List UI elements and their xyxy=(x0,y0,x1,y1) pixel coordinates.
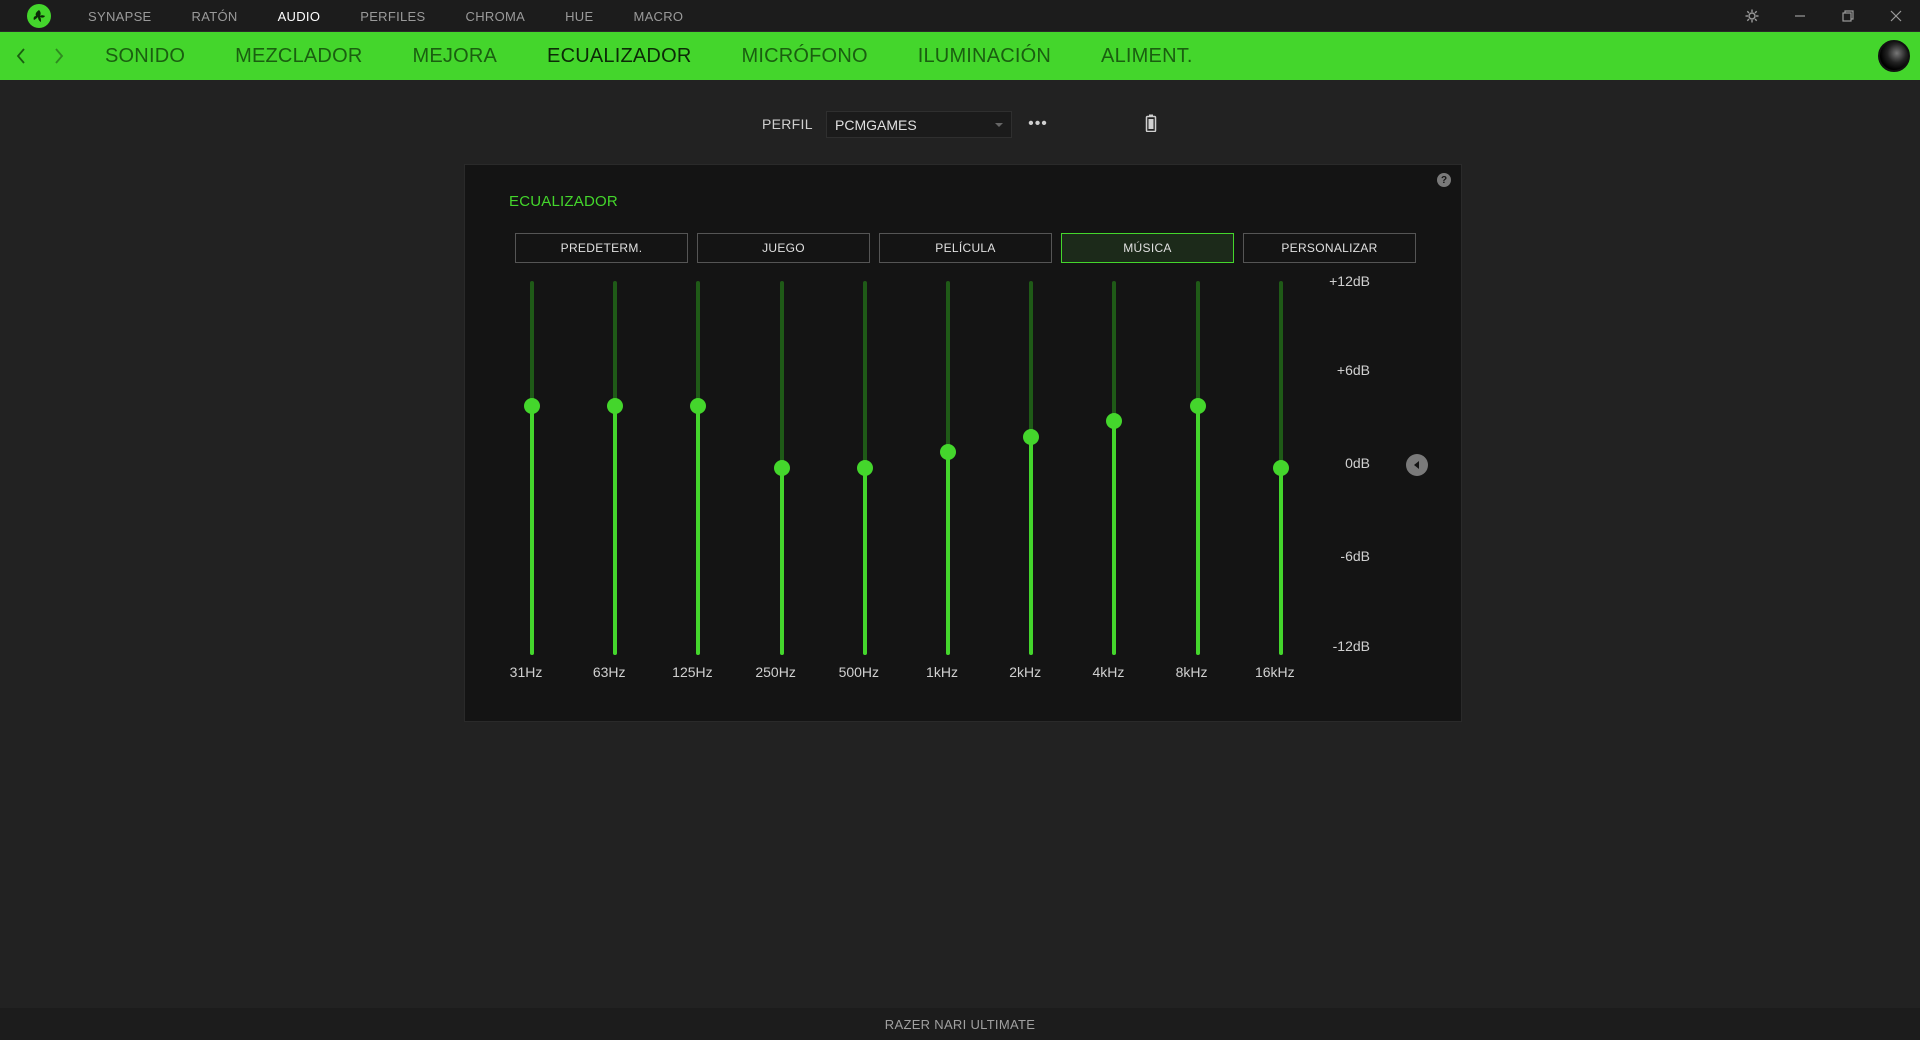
eq-frequency-label: 250Hz xyxy=(755,664,796,680)
db-scale-label: +6dB xyxy=(1336,362,1370,378)
forward-arrow-icon[interactable] xyxy=(47,44,71,68)
close-icon[interactable] xyxy=(1872,0,1920,32)
device-name: RAZER NARI ULTIMATE xyxy=(884,1016,1036,1032)
profile-label: PERFIL xyxy=(762,116,813,132)
eq-slider-thumb[interactable] xyxy=(1106,413,1123,430)
equalizer-panel: ECUALIZADOR ? PREDETERM. JUEGO PELÍCULA MÚS… xyxy=(464,164,1462,722)
device-footer: RAZER NARI ULTIMATE xyxy=(0,1008,1920,1040)
eq-slider-fill xyxy=(862,468,867,655)
help-icon[interactable]: ? xyxy=(1437,173,1451,187)
tab-aliment-[interactable]: ALIMENT. xyxy=(1101,44,1193,67)
eq-slider-thumb[interactable] xyxy=(773,460,790,476)
db-scale-label: -12dB xyxy=(1332,638,1370,654)
reset-to-zero-button[interactable] xyxy=(1406,454,1428,476)
back-arrow-icon[interactable] xyxy=(9,44,33,68)
top-nav-item-audio[interactable]: AUDIO xyxy=(277,8,321,24)
tab-mejora[interactable]: MEJORA xyxy=(412,44,498,67)
eq-slider-fill xyxy=(1195,405,1200,655)
battery-icon xyxy=(1145,114,1157,133)
eq-frequency-label: 2kHz xyxy=(1009,664,1042,680)
eq-frequency-label: 4kHz xyxy=(1092,664,1125,680)
title-bar: SYNAPSE RATÓN AUDIO PERFILES CHROMA HUE MACRO xyxy=(0,0,1920,32)
equalizer-title: ECUALIZADOR xyxy=(509,193,618,210)
tab-mezclador[interactable]: MEZCLADOR xyxy=(235,44,363,67)
eq-slider-fill xyxy=(1029,436,1034,655)
tab-sonido[interactable]: SONIDO xyxy=(105,44,186,67)
top-nav-item-rat-n[interactable]: RATÓN xyxy=(191,8,238,24)
eq-slider-thumb[interactable] xyxy=(940,444,956,461)
preset-button-2[interactable]: JUEGO xyxy=(697,233,870,263)
chevron-down-icon xyxy=(995,123,1003,127)
settings-gear-icon[interactable] xyxy=(1728,0,1776,32)
tab-micr-fono[interactable]: MICRÓFONO xyxy=(741,44,868,67)
eq-frequency-label: 63Hz xyxy=(592,664,626,680)
top-nav-item-macro[interactable]: MACRO xyxy=(633,8,684,24)
eq-slider-thumb[interactable] xyxy=(1272,460,1289,476)
preset-buttons: PREDETERM. JUEGO PELÍCULA MÚSICA PERSONALIZA… xyxy=(515,233,1425,263)
eq-slider-fill xyxy=(1278,468,1283,655)
eq-slider-thumb[interactable] xyxy=(690,397,707,414)
db-scale-label: -6dB xyxy=(1340,548,1370,564)
window-controls xyxy=(1728,0,1920,32)
eq-frequency-label: 125Hz xyxy=(672,664,713,680)
eq-slider-fill xyxy=(946,452,950,655)
eq-slider-thumb[interactable] xyxy=(1023,428,1040,445)
eq-slider-thumb[interactable] xyxy=(856,460,873,476)
sub-nav: SONIDO MEZCLADOR MEJORA ECUALIZADOR MICRÓFON… xyxy=(105,32,1243,80)
eq-frequency-label: 500Hz xyxy=(838,664,880,680)
db-scale-label: +12dB xyxy=(1329,273,1370,289)
tab-ecualizador[interactable]: ECUALIZADOR xyxy=(547,44,692,67)
avatar[interactable] xyxy=(1878,40,1910,72)
db-scale-label: 0dB xyxy=(1345,455,1370,471)
top-nav-item-hue[interactable]: HUE xyxy=(565,8,594,24)
eq-frequency-label: 8kHz xyxy=(1175,664,1208,680)
top-nav-item-perfiles[interactable]: PERFILES xyxy=(360,8,426,24)
profile-dropdown[interactable]: PCMGAMES xyxy=(826,111,1012,138)
top-nav-item-synapse[interactable]: SYNAPSE xyxy=(88,8,152,24)
tab-iluminaci-n[interactable]: ILUMINACIÓN xyxy=(917,44,1052,67)
eq-slider-fill xyxy=(1112,421,1117,655)
eq-frequency-label: 1kHz xyxy=(926,664,958,680)
eq-frequency-label: 31Hz xyxy=(509,664,543,680)
more-options-button[interactable]: ••• xyxy=(1028,115,1048,132)
eq-slider-thumb[interactable] xyxy=(1189,397,1206,414)
profile-dropdown-value: PCMGAMES xyxy=(835,116,917,133)
eq-slider-fill xyxy=(779,468,784,655)
eq-slider-thumb[interactable] xyxy=(524,397,540,414)
razer-logo-icon[interactable] xyxy=(27,4,51,28)
top-nav: SYNAPSE RATÓN AUDIO PERFILES CHROMA HUE MACRO xyxy=(88,0,723,32)
eq-slider-thumb[interactable] xyxy=(607,397,624,414)
equalizer-sliders: 31Hz 63Hz 125Hz 250Hz 500Hz 1kHz 2kHz 4kHz 8kHz 1… xyxy=(465,165,1463,723)
preset-button-3[interactable]: PELÍCULA xyxy=(879,233,1052,263)
minimize-icon[interactable] xyxy=(1776,0,1824,32)
preset-button-4[interactable]: MÚSICA xyxy=(1061,233,1234,263)
preset-button-5[interactable]: PERSONALIZAR xyxy=(1243,233,1416,263)
eq-frequency-label: 16kHz xyxy=(1254,664,1295,680)
top-nav-item-chroma[interactable]: CHROMA xyxy=(465,8,526,24)
eq-slider-fill xyxy=(696,405,701,655)
eq-slider-fill xyxy=(613,405,618,655)
eq-slider-fill xyxy=(530,405,534,655)
sub-nav-bar: SONIDO MEZCLADOR MEJORA ECUALIZADOR MICRÓFON… xyxy=(0,32,1920,80)
preset-button-1[interactable]: PREDETERM. xyxy=(515,233,688,263)
restore-icon[interactable] xyxy=(1824,0,1872,32)
